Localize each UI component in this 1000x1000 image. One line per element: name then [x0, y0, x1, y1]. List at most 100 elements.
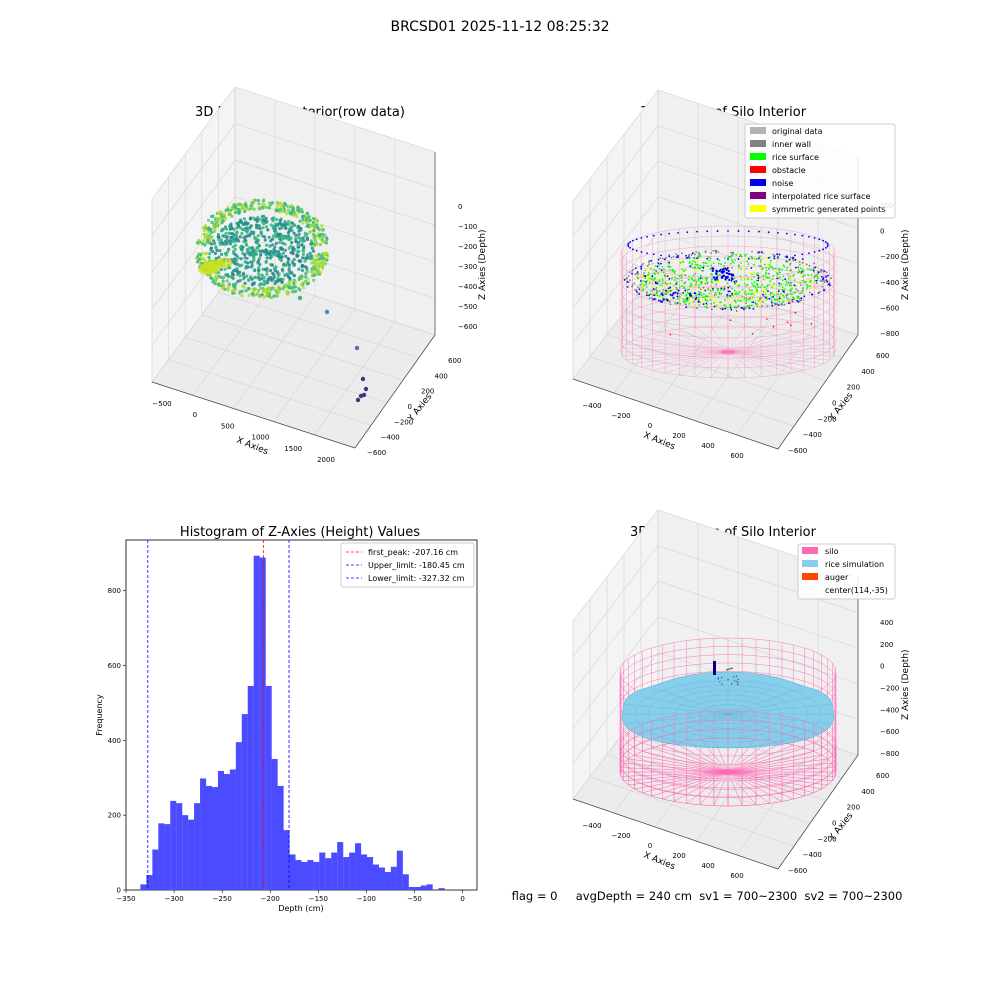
raw-point: [318, 261, 322, 265]
classify-noise-ring-point: [818, 249, 821, 252]
classify-noise-ring-point: [794, 254, 796, 257]
raw-point: [292, 263, 296, 267]
raw-point: [303, 259, 307, 263]
classify-point: [705, 302, 708, 305]
classify-point: [702, 296, 705, 299]
raw-point: [224, 231, 228, 235]
raw-point: [224, 208, 228, 212]
classify-point: [760, 297, 762, 300]
raw-point: [271, 286, 275, 290]
classify-noise-ring-point: [824, 241, 827, 243]
classify-point: [692, 260, 694, 263]
histogram-legend-label: Upper_limit: -180.45 cm: [368, 561, 465, 570]
raw-point: [235, 230, 239, 234]
classify-point: [713, 305, 716, 308]
classify-point: [766, 276, 769, 279]
classify-noise-cluster-point: [715, 272, 718, 275]
classify-point: [800, 297, 803, 299]
classify-point: [815, 279, 818, 282]
classify-point: [666, 291, 668, 294]
classify-point: [772, 285, 775, 288]
classify-noise-ring-point: [652, 234, 655, 237]
classify-point: [782, 275, 785, 278]
classify-point: [710, 302, 712, 305]
classify-point: [660, 269, 663, 272]
classify-point: [731, 260, 734, 263]
rice-mesh-spoke: [700, 678, 729, 715]
raw-point: [304, 279, 308, 283]
classify-point: [787, 298, 790, 301]
histogram-bar: [325, 858, 332, 890]
raw-point: [244, 242, 248, 246]
raw-point: [211, 280, 215, 284]
classify-point: [745, 293, 748, 296]
raw-point: [256, 234, 260, 238]
histogram-bar: [307, 860, 314, 890]
histogram-bar: [438, 888, 445, 890]
classify-obstacle-point: [766, 318, 768, 320]
raw-point: [253, 268, 257, 273]
classify-point: [681, 268, 684, 271]
classify-point: [644, 280, 646, 283]
classify-point: [778, 284, 781, 287]
classify-point: [681, 272, 684, 275]
classify-point: [704, 299, 707, 302]
classify-point: [761, 284, 764, 286]
classify-point: [778, 289, 780, 291]
classify-point: [656, 265, 659, 268]
raw-point: [240, 263, 244, 267]
histogram-x-tick-label: −100: [357, 895, 376, 903]
classify-point: [660, 262, 662, 265]
raw-point: [241, 272, 245, 277]
tick-label: −400: [582, 402, 601, 410]
raw-point: [294, 280, 298, 284]
classify-point: [745, 302, 747, 305]
classify-point: [740, 298, 743, 301]
classify-point: [759, 261, 762, 263]
raw-point: [280, 255, 284, 259]
raw-point: [290, 225, 294, 229]
classify-point: [803, 281, 806, 283]
classify-point: [751, 289, 753, 292]
classify-point: [679, 295, 681, 298]
classify-point: [639, 280, 642, 282]
classify-point: [742, 268, 745, 271]
classify-point: [782, 294, 784, 297]
simulation-legend-label: auger: [825, 573, 849, 582]
classify-point: [704, 282, 707, 285]
x-axis-line: [151, 381, 356, 449]
classify-noise-cluster-point: [732, 274, 735, 277]
auger-marker: [725, 667, 734, 671]
histogram-bar: [295, 860, 302, 890]
raw-point: [202, 226, 206, 230]
grid-line: [572, 196, 659, 308]
raw-point: [278, 218, 282, 222]
classify-point: [717, 282, 720, 284]
classify-point: [667, 261, 669, 264]
raw-point: [249, 260, 253, 264]
classify-point: [808, 279, 811, 282]
classify-point: [757, 251, 759, 253]
histogram-bar: [408, 887, 415, 890]
classify-point: [700, 292, 702, 294]
classify-point: [777, 267, 780, 270]
raw-point: [261, 267, 265, 271]
classify-point: [813, 276, 816, 279]
classify-noise-ring-point: [635, 249, 638, 252]
classify-point: [698, 284, 700, 287]
raw-point: [271, 234, 275, 238]
raw-point: [286, 260, 290, 264]
raw-point: [287, 220, 291, 224]
silo-floor-spoke: [727, 771, 794, 800]
classify-point: [654, 277, 657, 280]
classify-point: [744, 283, 746, 285]
raw-point: [258, 278, 262, 282]
tick-label: −500: [458, 303, 477, 311]
tick-label: −800: [880, 750, 899, 758]
classify-point: [669, 303, 672, 306]
raw-point: [212, 239, 216, 243]
classify-point: [795, 288, 797, 290]
tick-label: 0: [832, 400, 836, 408]
silo-floor-spoke: [727, 343, 830, 353]
classify-noise-ring-point: [627, 242, 630, 245]
